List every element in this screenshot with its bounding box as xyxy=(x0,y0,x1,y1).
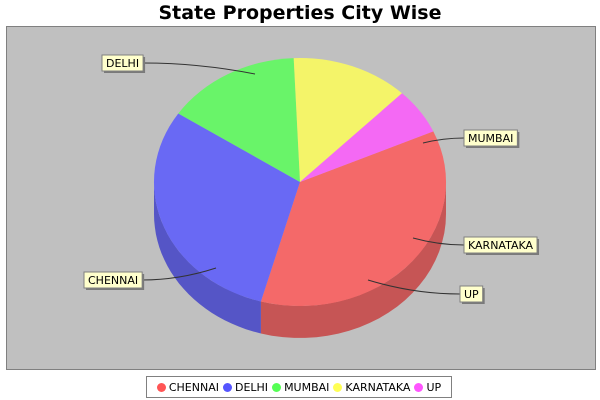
svg-text:CHENNAI: CHENNAI xyxy=(88,274,138,287)
leader-line xyxy=(422,137,465,144)
slice-label-delhi: DELHI xyxy=(101,54,146,73)
leader-line xyxy=(367,279,461,295)
legend-item-chennai: CHENNAI xyxy=(156,380,219,394)
slice-label-chennai: CHENNAI xyxy=(83,271,145,290)
pie-slice-up[interactable] xyxy=(300,93,434,182)
legend-label: CHENNAI xyxy=(168,380,219,394)
slice-label-mumbai: MUMBAI xyxy=(463,129,520,148)
leader-line xyxy=(142,267,217,281)
slice-label-box xyxy=(101,54,144,72)
leader-line xyxy=(143,62,256,75)
pie-slice-side-delhi xyxy=(154,182,261,334)
legend-swatch xyxy=(333,382,343,392)
legend-label: UP xyxy=(426,380,442,394)
legend-item-up: UP xyxy=(414,381,441,394)
legend-swatch xyxy=(272,382,282,392)
pie-slice-side-chennai xyxy=(260,182,446,338)
leader-line xyxy=(412,237,465,246)
slice-label-box xyxy=(463,236,538,254)
legend-label: KARNATAKA xyxy=(345,380,411,394)
legend-label: DELHI xyxy=(234,380,269,394)
chart-title: State Properties City Wise xyxy=(158,2,442,24)
slice-label-box xyxy=(459,285,484,303)
slice-label-box xyxy=(83,271,143,289)
svg-text:KARNATAKA: KARNATAKA xyxy=(468,239,533,252)
legend-item-mumbai: MUMBAI xyxy=(272,381,329,394)
legend-swatch xyxy=(156,382,166,392)
slice-label-up: UP xyxy=(459,285,485,304)
legend-swatch xyxy=(222,382,232,392)
legend-label: MUMBAI xyxy=(284,380,330,394)
pie-slice-karnataka[interactable] xyxy=(293,57,402,182)
slice-label-box xyxy=(463,129,518,147)
pie-slice-chennai[interactable] xyxy=(260,131,447,307)
legend: CHENNAI DELHI MUMBAI KARNATAKA UP xyxy=(146,376,452,398)
slice-label-karnataka: KARNATAKA xyxy=(463,236,540,255)
legend-item-karnataka: KARNATAKA xyxy=(333,381,410,394)
svg-text:DELHI: DELHI xyxy=(106,57,139,70)
legend-item-delhi: DELHI xyxy=(222,380,269,394)
svg-text:MUMBAI: MUMBAI xyxy=(468,132,513,145)
legend-swatch xyxy=(414,382,424,392)
pie-slice-delhi[interactable] xyxy=(153,113,300,302)
pie-slice-mumbai[interactable] xyxy=(178,58,300,182)
svg-text:UP: UP xyxy=(464,288,479,301)
